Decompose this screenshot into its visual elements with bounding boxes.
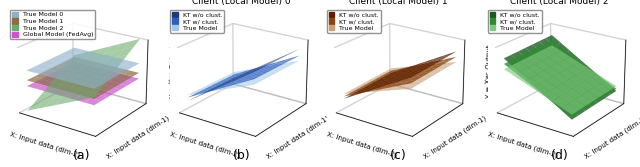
Y-axis label: X: Input data (dim-1): X: Input data (dim-1)	[583, 114, 640, 160]
Y-axis label: X: Input data (dim-1): X: Input data (dim-1)	[422, 114, 487, 160]
Legend: KT w/o clust., KT w/ clust., True Model: KT w/o clust., KT w/ clust., True Model	[327, 10, 381, 33]
Title: Client (Local Model) 1: Client (Local Model) 1	[349, 0, 448, 6]
Y-axis label: X: Input data (dim-1): X: Input data (dim-1)	[106, 114, 170, 160]
Text: (b): (b)	[233, 149, 250, 162]
Text: (a): (a)	[73, 149, 90, 162]
Title: Client (Local Model) 2: Client (Local Model) 2	[510, 0, 609, 6]
Text: (c): (c)	[390, 149, 407, 162]
Text: (d): (d)	[550, 149, 568, 162]
Title: Client (Local Model) 0: Client (Local Model) 0	[192, 0, 291, 6]
Legend: KT w/o clust., KT w/ clust., True Model: KT w/o clust., KT w/ clust., True Model	[488, 10, 542, 33]
X-axis label: X: Input data (dim-2): X: Input data (dim-2)	[486, 131, 558, 158]
Y-axis label: X: Input data (dim-1): X: Input data (dim-1)	[266, 114, 330, 160]
X-axis label: X: Input data (dim-2): X: Input data (dim-2)	[9, 131, 81, 158]
Legend: KT w/o clust., KT w/ clust., True Model: KT w/o clust., KT w/ clust., True Model	[170, 10, 224, 33]
X-axis label: X: Input data (dim-2): X: Input data (dim-2)	[326, 131, 397, 158]
X-axis label: X: Input data (dim-2): X: Input data (dim-2)	[169, 131, 241, 158]
Legend: True Model 0, True Model 1, True Model 2, Global Model (FedAvg): True Model 0, True Model 1, True Model 2…	[10, 10, 95, 39]
